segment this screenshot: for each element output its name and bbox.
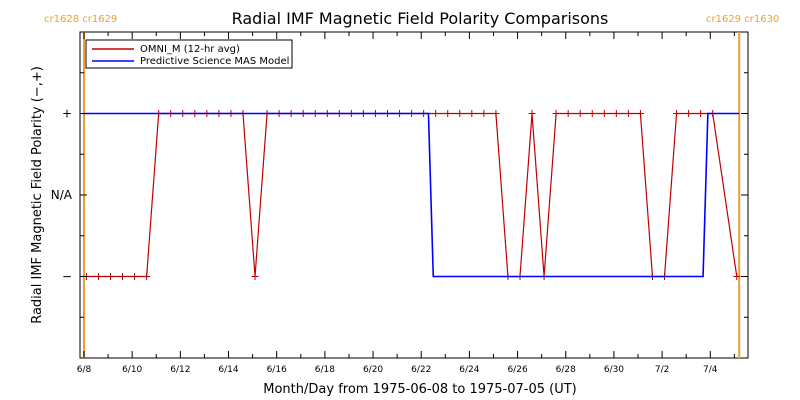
data-point-marker — [251, 273, 259, 280]
x-tick-label: 6/16 — [267, 365, 287, 375]
x-axis-label: Month/Day from 1975-06-08 to 1975-07-05 … — [263, 382, 576, 397]
data-point-marker — [456, 110, 464, 117]
x-tick-label: 6/8 — [77, 365, 92, 375]
plot-frame — [79, 31, 749, 359]
legend-box — [85, 39, 293, 69]
data-point-marker — [119, 273, 127, 280]
data-point-marker — [528, 110, 536, 117]
x-tick-label: 7/2 — [655, 365, 669, 375]
data-point-marker — [600, 110, 608, 117]
x-axis-ticks: 6/8 6/10 6/12 6/14 6/16 6/18 6/20 6/22 6/24 6/26 6… — [77, 32, 735, 375]
x-tick-label: 6/12 — [170, 365, 190, 375]
series-line-mas — [84, 112, 740, 278]
y-axis-label: Radial IMF Magnetic Field Polarity (−,+) — [30, 66, 45, 324]
data-point-marker — [480, 110, 488, 117]
plot-area — [79, 31, 749, 359]
data-point-marker — [444, 110, 452, 117]
x-tick-label: 6/22 — [411, 365, 431, 375]
data-point-marker — [106, 273, 114, 280]
x-tick-label: 7/4 — [703, 365, 718, 375]
data-point-marker — [432, 110, 440, 117]
legend-label-mas: Predictive Science MAS Model — [140, 56, 289, 67]
y-axis-ticks: + N/A − — [51, 72, 748, 318]
data-point-marker — [94, 273, 102, 280]
data-point-marker — [612, 110, 620, 117]
carrington-label-left: cr1628 cr1629 — [44, 14, 117, 25]
data-point-marker — [588, 110, 596, 117]
x-tick-label: 6/18 — [315, 365, 335, 375]
x-tick-label: 6/10 — [122, 365, 142, 375]
y-tick-label: + — [62, 107, 72, 121]
data-point-marker — [697, 110, 705, 117]
y-tick-label: N/A — [51, 188, 73, 202]
x-tick-label: 6/26 — [507, 365, 527, 375]
data-point-marker — [685, 110, 693, 117]
chart-title: Radial IMF Magnetic Field Polarity Compa… — [232, 9, 609, 28]
x-tick-label: 6/20 — [363, 365, 383, 375]
legend: OMNI_M (12-hr avg) Predictive Science MA… — [85, 39, 293, 69]
data-point-marker — [492, 110, 500, 117]
x-tick-label: 6/30 — [604, 365, 624, 375]
x-tick-label: 6/24 — [459, 365, 479, 375]
data-point-marker — [733, 273, 741, 280]
data-point-marker — [143, 273, 151, 280]
y-tick-label: − — [62, 270, 72, 284]
x-tick-label: 6/28 — [556, 365, 576, 375]
data-point-marker — [576, 110, 584, 117]
data-point-marker — [673, 110, 681, 117]
data-point-marker — [564, 110, 572, 117]
data-point-marker — [552, 110, 560, 117]
data-point-marker — [468, 110, 476, 117]
carrington-labels: cr1628 cr1629 cr1629 cr1630 — [44, 14, 779, 25]
data-point-marker — [624, 110, 632, 117]
carrington-label-right: cr1629 cr1630 — [706, 14, 779, 25]
data-point-marker — [131, 273, 139, 280]
data-point-marker — [636, 110, 644, 117]
legend-label-omni: OMNI_M (12-hr avg) — [140, 44, 240, 55]
series-line-omni — [86, 112, 738, 278]
x-tick-label: 6/14 — [218, 365, 238, 375]
